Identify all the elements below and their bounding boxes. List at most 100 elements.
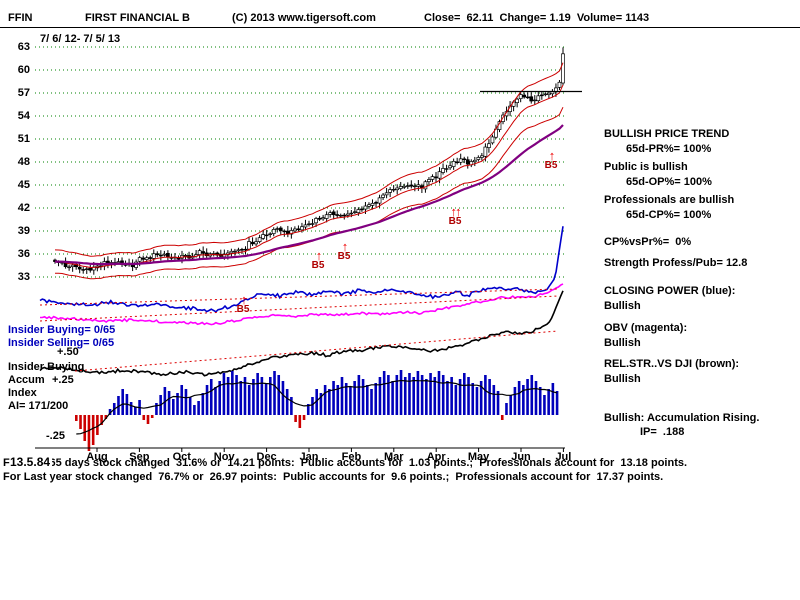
candle-body [296, 228, 301, 230]
up-arrow-icon: ↑↑ [450, 204, 462, 219]
accum-bar-negative [104, 415, 108, 419]
accum-bar-positive [176, 393, 179, 415]
indicator-status-line: Bullish: Accumulation Rising. [604, 412, 760, 424]
candle-body [391, 188, 396, 191]
accum-bar-positive [184, 389, 188, 415]
candle-body [360, 208, 364, 211]
candle-body [349, 212, 354, 215]
indicator-status-line: 65d-PR%= 100% [626, 143, 712, 155]
price-tick-label: 36 [17, 248, 30, 260]
accum-bar-positive [387, 375, 390, 415]
candle-body [166, 252, 170, 258]
accum-bar-positive [475, 387, 479, 415]
version-stamp: 13.5.84 [10, 455, 53, 469]
b5-signal-label: B5 [544, 160, 558, 171]
accum-bar-positive [311, 397, 314, 415]
candle-body [557, 81, 562, 88]
b5-signal-marker: ↑ B5 [230, 293, 256, 315]
candle-body [342, 214, 347, 217]
accum-bar-positive [155, 403, 158, 415]
accum-bar-positive [496, 391, 500, 415]
accum-scale-plus50: +.50 [57, 346, 79, 358]
candle-body [356, 209, 361, 213]
accum-bar-positive [437, 371, 441, 415]
candle-body [525, 96, 530, 99]
candle-body [314, 218, 318, 224]
copyright-text: (C) 2013 www.tigersoft.com [232, 12, 376, 24]
company-name: FIRST FINANCIAL B [85, 12, 190, 24]
accum-bar-positive [509, 395, 512, 415]
candle-body [268, 233, 273, 235]
candle-body [289, 230, 294, 235]
accum-bar-negative [91, 415, 95, 445]
price-tick-label: 39 [17, 225, 30, 237]
accum-bar-positive [538, 387, 542, 415]
candle-body [427, 179, 431, 183]
candle-body [402, 185, 407, 188]
candle-body [88, 267, 93, 271]
candle-body [532, 99, 537, 102]
accum-bar-positive [551, 383, 555, 415]
accum-bar-positive [463, 373, 466, 415]
header-divider [0, 27, 800, 28]
candle-body [536, 95, 541, 102]
accum-bar-positive [349, 387, 352, 415]
candle-body [437, 171, 442, 179]
accum-bar-positive [315, 389, 318, 415]
month-label: Oct [172, 451, 191, 463]
accum-bar-positive [269, 377, 272, 415]
accum-bar-negative [500, 415, 504, 420]
accum-bar-positive [513, 387, 517, 415]
candle-body [261, 234, 265, 239]
accum-scale-minus25: -.25 [46, 430, 65, 442]
accum-bar-positive [344, 383, 348, 415]
candle-body [388, 189, 392, 193]
accum-bar-positive [408, 373, 411, 415]
stats-line-year: For Last year stock changed 76.7% or 26.… [3, 471, 664, 483]
series-path [76, 379, 558, 435]
indicator-status-line: Strength Profess/Pub= 12.8 [604, 257, 748, 269]
accum-bar-positive [412, 377, 415, 415]
candle-body [282, 230, 287, 233]
candle-body [278, 227, 283, 232]
trendline [74, 330, 559, 372]
indicator-status-line: 65d-OP%= 100% [626, 176, 712, 188]
candle-body [529, 96, 534, 102]
candle-body [155, 253, 160, 256]
candle-body [490, 136, 495, 144]
accum-bar-positive [167, 391, 171, 415]
candle-body [328, 212, 333, 215]
accum-bar-positive [117, 396, 120, 415]
candle-body [395, 187, 400, 191]
accum-bar-positive [134, 407, 137, 415]
candle-body [483, 146, 488, 157]
candle-body [293, 228, 297, 232]
candle-body [243, 248, 248, 251]
index-caption: Index [8, 387, 37, 399]
candle-body [398, 186, 403, 189]
accum-bar-positive [277, 375, 281, 415]
accum-bar-positive [450, 377, 453, 415]
trendline [39, 295, 559, 322]
accum-bar-positive [374, 383, 378, 415]
candle-body [522, 94, 527, 98]
indicator-status-line: Professionals are bullish [604, 194, 735, 206]
candle-body [324, 214, 329, 219]
ticker-symbol: FFIN [8, 12, 33, 24]
accum-bar-positive [446, 381, 449, 415]
accum-bar-positive [197, 401, 200, 415]
accum-bar-positive [260, 377, 264, 415]
month-label: Jun [511, 451, 531, 463]
candle-body [151, 253, 156, 259]
b5-signal-marker: ↑ B5 [331, 240, 357, 262]
candle-body [183, 254, 188, 257]
accum-caption: Accum [8, 374, 45, 386]
accum-bar-positive [395, 375, 399, 415]
accum-bar-positive [488, 379, 491, 415]
candle-body [515, 98, 519, 103]
accum-bar-negative [298, 415, 302, 428]
month-label: Sep [129, 451, 150, 463]
candle-body [377, 197, 382, 204]
series-path [54, 62, 564, 257]
candle-body [116, 261, 121, 264]
